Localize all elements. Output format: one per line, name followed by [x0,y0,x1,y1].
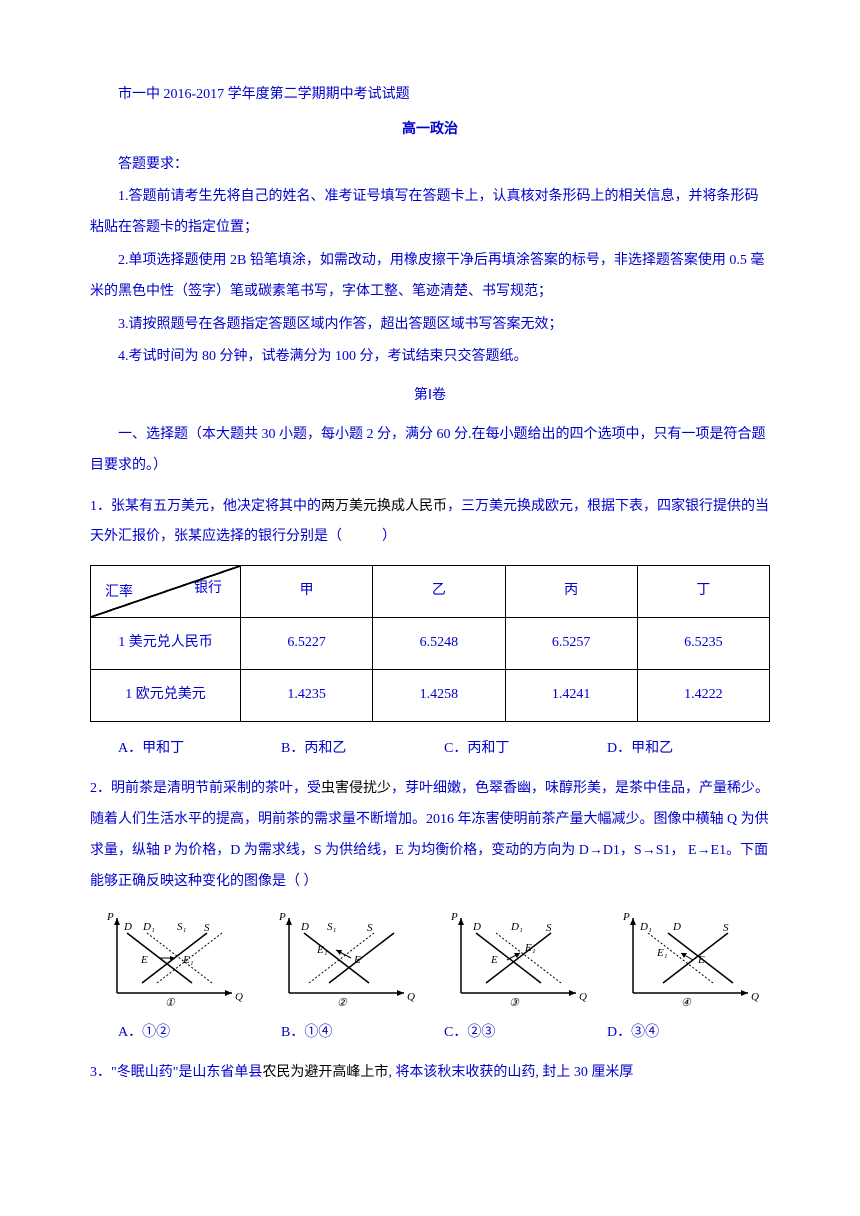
svg-text:S: S [723,922,729,934]
question-2: 2．明前茶是清明节前采制的茶叶，受虫害侵扰少，芽叶细嫩，色翠香幽，味醇形美，是茶… [90,774,770,1048]
q1-end: ） [382,529,396,544]
svg-text:E: E [140,954,148,966]
svg-text:D: D [123,921,132,933]
svg-text:E: E [697,954,705,966]
svg-text:E₁: E₁ [656,947,668,959]
option: B．①④ [281,1018,444,1049]
svg-text:E₁: E₁ [524,942,536,954]
cell: 1.4241 [505,669,637,721]
q2-post: ，芽叶细嫩，色翠香幽，味醇形美，是茶中佳品，产量稀少。随着人们生活水平的提高，明… [90,781,769,888]
instruction-3: 3.请按照题号在各题指定答题区域内作答，超出答题区域书写答案无效； [90,310,770,341]
svg-text:①: ① [165,997,176,1008]
svg-text:Q: Q [579,991,587,1003]
cell: 6.5235 [637,617,769,669]
svg-text:Q: Q [235,991,243,1003]
svg-text:②: ② [337,997,348,1008]
svg-text:D₁: D₁ [639,921,652,933]
svg-text:③: ③ [509,997,520,1008]
option: B．丙和乙 [281,734,444,765]
svg-text:④: ④ [681,997,692,1008]
svg-text:Q: Q [751,991,759,1003]
cell: 6.5227 [241,617,373,669]
cell: 1.4258 [373,669,505,721]
option: D．甲和乙 [607,734,770,765]
school-line: 市一中 2016-2017 学年度第二学期期中考试试题 [90,80,770,111]
svg-text:P: P [278,911,286,923]
q2-text: 2．明前茶是清明节前采制的茶叶，受虫害侵扰少，芽叶细嫩，色翠香幽，味醇形美，是茶… [90,774,770,897]
svg-text:E: E [353,954,361,966]
col-header: 甲 [241,566,373,618]
question-1: 1．张某有五万美元，他决定将其中的两万美元换成人民币，三万美元换成欧元，根据下表… [90,492,770,765]
cell: 1.4235 [241,669,373,721]
q2-pre: 2．明前茶是清明节前采制的茶叶，受 [90,781,321,796]
q1-options: A．甲和丁 B．丙和乙 C．丙和丁 D．甲和乙 [90,734,770,765]
svg-text:S: S [546,922,552,934]
option: A．甲和丁 [118,734,281,765]
row-label: 1 欧元兑美元 [91,669,241,721]
diagram-3: P Q D D₁ S E E₁ ③ [441,908,591,1008]
question-3: 3．"冬眠山药"是山东省单县农民为避开高峰上市, 将本该秋末收获的山药, 封上 … [90,1058,770,1089]
q2-black: 虫害侵扰少 [321,781,391,796]
svg-text:D: D [672,921,681,933]
svg-text:E₁: E₁ [182,954,194,966]
q1-black: 两万美元换成人民币 [321,499,447,514]
option: A．①② [118,1018,281,1049]
svg-text:D₁: D₁ [510,921,523,933]
svg-text:E₁: E₁ [316,944,328,956]
table-header-row: 银行 汇率 甲 乙 丙 丁 [91,566,770,618]
option: C．②③ [444,1018,607,1049]
col-header: 丁 [637,566,769,618]
q2-options: A．①② B．①④ C．②③ D．③④ [90,1018,770,1049]
svg-text:D: D [472,921,481,933]
section-label: 一、选择题（本大题共 30 小题，每小题 2 分，满分 60 分.在每小题给出的… [90,420,770,482]
part-label: 第Ⅰ卷 [90,381,770,412]
instruction-2: 2.单项选择题使用 2B 铅笔填涂，如需改动，用橡皮擦干净后再填涂答案的标号，非… [90,246,770,308]
cell: 6.5257 [505,617,637,669]
q1-table: 银行 汇率 甲 乙 丙 丁 1 美元兑人民币 6.5227 6.5248 6.5… [90,565,770,721]
svg-text:P: P [622,911,630,923]
option: C．丙和丁 [444,734,607,765]
q3-black: 农民为避开高峰上市 [262,1065,388,1080]
q3-pre: 3．"冬眠山药"是山东省单县 [90,1065,262,1080]
q3-text: 3．"冬眠山药"是山东省单县农民为避开高峰上市, 将本该秋末收获的山药, 封上 … [90,1058,770,1089]
svg-text:D: D [300,921,309,933]
subject-title: 高一政治 [90,115,770,146]
q2-diagrams: P Q D D₁ S S₁ E E₁ ① [90,908,770,1008]
diagram-2: P Q D S S₁ E E₁ ② [269,908,419,1008]
q3-post: , 将本该秋末收获的山药, 封上 30 厘米厚 [388,1065,633,1080]
instruction-1: 1.答题前请考生先将自己的姓名、准考证号填写在答题卡上，认真核对条形码上的相关信… [90,182,770,244]
svg-text:S₁: S₁ [327,921,337,933]
row-label: 1 美元兑人民币 [91,617,241,669]
table-row: 1 美元兑人民币 6.5227 6.5248 6.5257 6.5235 [91,617,770,669]
q1-pre: 1．张某有五万美元，他决定将其中的 [90,499,321,514]
svg-text:P: P [106,911,114,923]
diagram-4: P Q D D₁ S E E₁ ④ [613,908,763,1008]
option: D．③④ [607,1018,770,1049]
table-row: 1 欧元兑美元 1.4235 1.4258 1.4241 1.4222 [91,669,770,721]
svg-text:S: S [367,922,373,934]
svg-text:E: E [490,954,498,966]
svg-text:D₁: D₁ [142,921,155,933]
cell: 1.4222 [637,669,769,721]
col-header: 乙 [373,566,505,618]
diagram-1: P Q D D₁ S S₁ E E₁ ① [97,908,247,1008]
col-header: 丙 [505,566,637,618]
diagonal-header: 银行 汇率 [91,566,241,618]
q1-text: 1．张某有五万美元，他决定将其中的两万美元换成人民币，三万美元换成欧元，根据下表… [90,492,770,554]
diag-top: 银行 [194,574,222,605]
svg-text:S₁: S₁ [177,921,187,933]
svg-text:Q: Q [407,991,415,1003]
svg-text:S: S [204,922,210,934]
instruction-4: 4.考试时间为 80 分钟，试卷满分为 100 分，考试结束只交答题纸。 [90,342,770,373]
diag-bottom: 汇率 [105,578,133,609]
svg-text:P: P [450,911,458,923]
cell: 6.5248 [373,617,505,669]
instructions-label: 答题要求： [90,150,770,181]
